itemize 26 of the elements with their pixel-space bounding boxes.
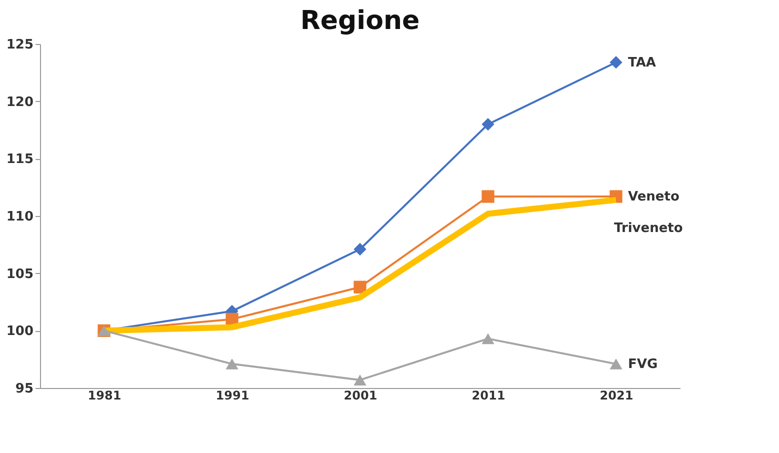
- y-tick-label: 105: [6, 266, 34, 282]
- y-tick-label: 120: [6, 94, 34, 110]
- point: [354, 280, 366, 294]
- series-label: TAA: [628, 55, 656, 70]
- x-tick-label: 2001: [344, 388, 378, 402]
- point: [482, 190, 494, 203]
- point: [354, 242, 366, 256]
- y-tick-label: 115: [6, 152, 34, 168]
- chart-title: Regione: [300, 6, 420, 36]
- point: [610, 56, 622, 69]
- point: [354, 374, 366, 386]
- y-tick-label: 100: [6, 324, 34, 340]
- y-tick-label: 95: [15, 382, 34, 396]
- x-tick-label: 2011: [472, 388, 506, 402]
- series-label: Veneto: [628, 190, 680, 205]
- x-tick-label: 2021: [600, 388, 634, 402]
- y-tick-label: 110: [6, 210, 34, 224]
- point: [482, 118, 494, 131]
- y-tick-label: 125: [6, 38, 34, 52]
- point: [610, 358, 622, 370]
- series-label: FVG: [628, 356, 658, 372]
- x-tick-label: 1991: [216, 388, 250, 402]
- x-tick-label: 1981: [88, 388, 122, 402]
- point: [226, 358, 238, 370]
- series-label: Triveneto: [614, 220, 683, 236]
- point: [482, 333, 494, 344]
